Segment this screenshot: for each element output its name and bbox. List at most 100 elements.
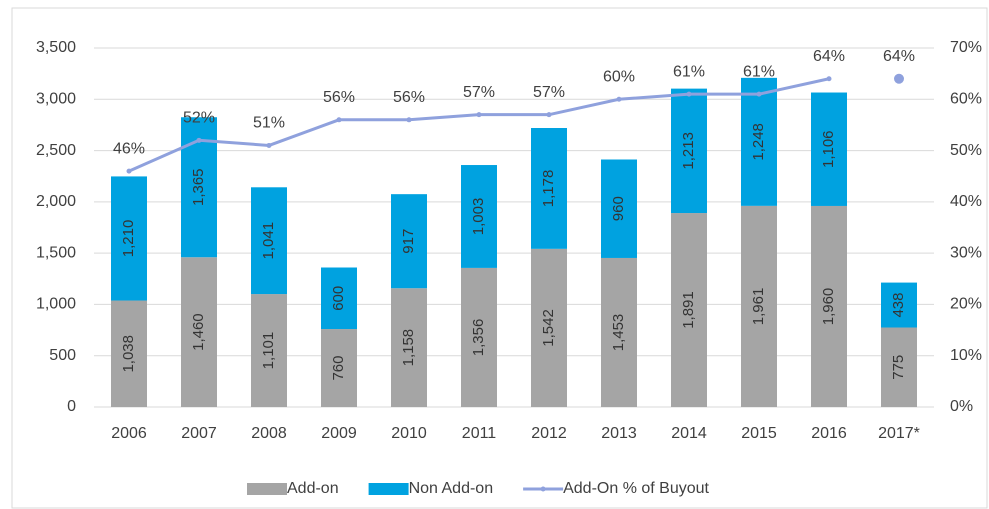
bar-value-label: 1,356 bbox=[470, 319, 487, 357]
y-tick-label: 2,500 bbox=[36, 142, 76, 159]
bar-value-label: 438 bbox=[890, 293, 907, 318]
bar-segment bbox=[461, 267, 497, 407]
y2-tick-label: 10% bbox=[950, 347, 982, 364]
y2-tick-label: 30% bbox=[950, 244, 982, 261]
bar-value-label: 1,542 bbox=[540, 309, 557, 347]
bar-value-label: 1,158 bbox=[400, 329, 417, 367]
x-tick-label: 2008 bbox=[251, 425, 287, 442]
bar-value-label: 1,106 bbox=[820, 130, 837, 168]
y-tick-label: 3,000 bbox=[36, 91, 76, 108]
bar-value-label: 1,960 bbox=[820, 288, 837, 326]
line-marker bbox=[196, 137, 202, 143]
bar-value-label: 1,460 bbox=[190, 313, 207, 351]
bar-segment bbox=[111, 176, 147, 301]
bar-value-label: 1,891 bbox=[680, 291, 697, 329]
y2-tick-label: 60% bbox=[950, 91, 982, 108]
y2-tick-label: 70% bbox=[950, 39, 982, 56]
y-tick-label: 1,000 bbox=[36, 296, 76, 313]
line-value-label: 64% bbox=[813, 48, 845, 65]
bar-segment bbox=[391, 194, 427, 289]
bar-value-label: 775 bbox=[890, 355, 907, 380]
x-tick-label: 2015 bbox=[741, 425, 777, 442]
bar-value-label: 1,365 bbox=[190, 168, 207, 206]
bar-value-label: 1,210 bbox=[120, 220, 137, 258]
bar-segment bbox=[811, 205, 847, 407]
bar-segment bbox=[391, 288, 427, 407]
bar-segment bbox=[531, 128, 567, 249]
y-tick-label: 1,500 bbox=[36, 244, 76, 261]
bar-segment bbox=[601, 159, 637, 258]
line-marker bbox=[476, 112, 482, 118]
y-tick-label: 0 bbox=[67, 398, 76, 415]
y-tick-label: 500 bbox=[49, 347, 76, 364]
line-marker bbox=[546, 112, 552, 118]
bar-value-label: 960 bbox=[610, 196, 627, 221]
line-value-label: 46% bbox=[113, 140, 145, 157]
line-marker bbox=[406, 117, 412, 123]
bar-segment bbox=[881, 327, 917, 407]
bar-segment bbox=[881, 282, 917, 328]
bar-value-label: 917 bbox=[400, 229, 417, 254]
bar-value-label: 1,178 bbox=[540, 170, 557, 208]
bar-segment bbox=[321, 329, 357, 407]
bar-segment bbox=[251, 187, 287, 295]
line-value-label: 61% bbox=[743, 63, 775, 80]
bar-segment bbox=[741, 77, 777, 206]
bar-segment bbox=[111, 300, 147, 407]
bar-value-label: 600 bbox=[330, 286, 347, 311]
line-value-label: 60% bbox=[603, 69, 635, 86]
x-tick-label: 2017* bbox=[878, 425, 920, 442]
x-tick-label: 2014 bbox=[671, 425, 707, 442]
line-marker bbox=[616, 96, 622, 102]
line-marker bbox=[686, 91, 692, 97]
legend-label: Non Add-on bbox=[409, 480, 494, 497]
x-tick-label: 2007 bbox=[181, 425, 217, 442]
line-value-label: 56% bbox=[323, 89, 355, 106]
bar-segment bbox=[531, 248, 567, 407]
x-tick-label: 2013 bbox=[601, 425, 637, 442]
legend-swatch bbox=[247, 483, 287, 495]
legend-swatch bbox=[368, 483, 409, 495]
line-value-label: 51% bbox=[253, 115, 285, 132]
bar-segment bbox=[181, 257, 217, 407]
bar-segment bbox=[601, 257, 637, 407]
legend-marker bbox=[540, 486, 546, 492]
x-tick-label: 2009 bbox=[321, 425, 357, 442]
line-marker bbox=[336, 117, 342, 123]
bar-value-label: 1,003 bbox=[470, 198, 487, 236]
line-value-label: 56% bbox=[393, 89, 425, 106]
bar-value-label: 1,961 bbox=[750, 288, 767, 326]
line-marker bbox=[266, 142, 272, 148]
bar-segment bbox=[811, 92, 847, 206]
x-tick-label: 2012 bbox=[531, 425, 567, 442]
bar-value-label: 760 bbox=[330, 356, 347, 381]
line-marker bbox=[826, 76, 832, 82]
x-tick-label: 2006 bbox=[111, 425, 147, 442]
x-tick-label: 2010 bbox=[391, 425, 427, 442]
bar-value-label: 1,038 bbox=[120, 335, 137, 373]
bar-segment bbox=[741, 205, 777, 407]
line-value-label: 57% bbox=[533, 84, 565, 101]
bar-segment bbox=[251, 294, 287, 407]
line-value-label: 57% bbox=[463, 84, 495, 101]
line-marker bbox=[756, 91, 762, 97]
y-tick-label: 2,000 bbox=[36, 193, 76, 210]
x-tick-label: 2011 bbox=[462, 425, 497, 442]
bar-segment bbox=[321, 267, 357, 330]
bar-value-label: 1,213 bbox=[680, 132, 697, 170]
legend-label: Add-on bbox=[287, 480, 339, 497]
line-marker bbox=[126, 168, 132, 174]
bar-segment bbox=[671, 88, 707, 214]
line-value-label: 64% bbox=[883, 48, 915, 65]
line-value-label: 52% bbox=[183, 110, 215, 127]
bar-value-label: 1,248 bbox=[750, 123, 767, 161]
y2-tick-label: 40% bbox=[950, 193, 982, 210]
x-tick-label: 2016 bbox=[811, 425, 847, 442]
y2-tick-label: 0% bbox=[950, 398, 973, 415]
bar-segment bbox=[461, 165, 497, 268]
line-value-label: 61% bbox=[673, 63, 705, 80]
bar-value-label: 1,453 bbox=[610, 314, 627, 352]
line-point bbox=[894, 73, 904, 84]
bar-value-label: 1,101 bbox=[260, 332, 277, 370]
